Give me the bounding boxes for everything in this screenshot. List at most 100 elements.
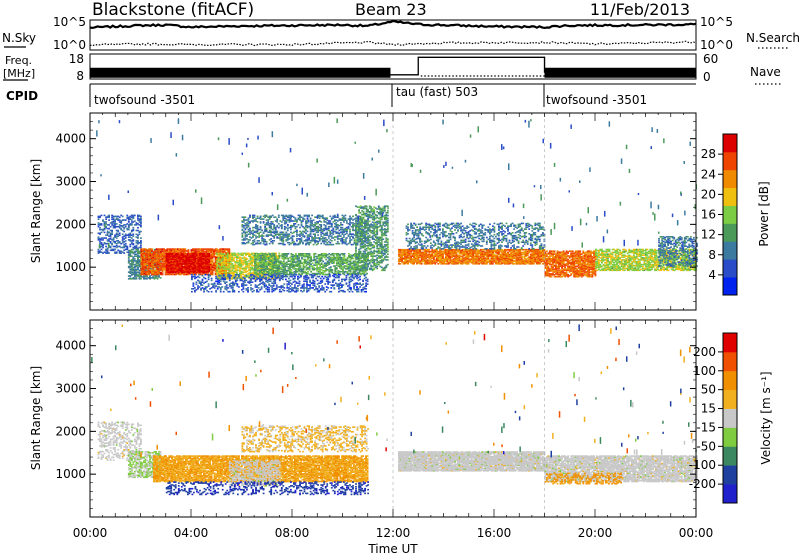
- data-cell: [299, 253, 302, 255]
- data-cell: [160, 255, 162, 258]
- data-cell: [309, 226, 312, 229]
- data-cell: [208, 253, 210, 256]
- data-cell: [331, 271, 334, 274]
- data-cell: [135, 236, 138, 238]
- data-cell: [254, 271, 256, 274]
- data-cell: [266, 270, 268, 273]
- data-cell: [282, 266, 285, 268]
- data-cell: [157, 248, 159, 250]
- data-cell: [112, 249, 115, 252]
- data-cell: [290, 260, 293, 263]
- data-cell: [111, 229, 113, 232]
- data-cell: [133, 253, 136, 256]
- data-cell: [328, 255, 331, 258]
- data-cell: [321, 214, 324, 217]
- data-cell: [194, 269, 197, 272]
- data-cell: [261, 266, 264, 268]
- data-cell: [258, 253, 261, 255]
- data-cell: [161, 255, 164, 258]
- data-cell: [106, 242, 109, 245]
- data-cell: [322, 265, 325, 267]
- data-cell: [137, 214, 139, 217]
- data-cell: [261, 269, 264, 271]
- data-cell: [251, 262, 253, 265]
- data-cell: [188, 261, 191, 263]
- data-cell: [256, 215, 259, 218]
- data-cell: [266, 268, 268, 270]
- data-cell: [220, 267, 223, 269]
- data-cell: [129, 250, 132, 253]
- data-cell: [349, 273, 352, 276]
- data-cell: [127, 220, 130, 222]
- data-cell: [106, 215, 109, 218]
- data-cell: [176, 262, 179, 264]
- data-cell: [132, 248, 135, 251]
- data-cell: [272, 267, 275, 269]
- data-cell: [273, 257, 276, 260]
- data-cell: [199, 252, 201, 255]
- data-cell: [117, 245, 120, 248]
- data-cell: [206, 268, 209, 271]
- data-cell: [339, 258, 341, 261]
- data-cell: [164, 262, 167, 264]
- data-cell: [298, 254, 300, 257]
- data-cell: [337, 254, 340, 257]
- data-cell: [168, 254, 171, 257]
- data-cell: [217, 251, 220, 253]
- data-cell: [263, 266, 265, 268]
- data-cell: [146, 256, 149, 259]
- data-cell: [165, 259, 168, 261]
- data-cell: [245, 268, 247, 271]
- data-cell: [182, 254, 185, 257]
- data-cell: [289, 265, 291, 267]
- data-cell: [329, 241, 332, 244]
- data-cell: [264, 261, 267, 264]
- data-cell: [206, 255, 209, 258]
- data-cell: [231, 254, 234, 257]
- data-cell: [287, 259, 290, 262]
- data-cell: [337, 256, 340, 259]
- data-cell: [205, 267, 207, 270]
- data-cell: [293, 257, 296, 260]
- data-cell: [100, 239, 103, 241]
- data-cell: [290, 262, 293, 264]
- data-cell: [352, 262, 355, 264]
- data-cell: [102, 243, 104, 246]
- data-cell: [257, 270, 259, 272]
- data-cell: [239, 261, 241, 263]
- data-cell: [272, 266, 275, 268]
- data-cell: [180, 256, 183, 259]
- data-cell: [140, 218, 142, 220]
- data-cell: [164, 267, 167, 269]
- data-cell: [219, 249, 222, 251]
- data-cell: [286, 229, 289, 232]
- data-cell: [281, 254, 284, 256]
- data-cell: [143, 257, 146, 260]
- data-cell: [179, 261, 182, 263]
- data-cell: [173, 251, 176, 253]
- data-cell: [279, 254, 282, 257]
- data-cell: [326, 231, 329, 234]
- data-cell: [303, 218, 306, 220]
- data-cell: [164, 271, 167, 274]
- data-cell: [154, 257, 156, 260]
- data-cell: [127, 234, 130, 236]
- data-cell: [297, 224, 300, 226]
- data-cell: [363, 270, 365, 272]
- data-cell: [152, 252, 155, 254]
- data-cell: [332, 260, 335, 263]
- data-cell: [132, 228, 135, 231]
- data-cell: [145, 267, 147, 269]
- data-cell: [167, 265, 170, 268]
- data-cell: [199, 248, 202, 250]
- data-cell: [328, 262, 331, 264]
- data-cell: [196, 250, 199, 252]
- data-cell: [129, 268, 132, 271]
- data-cell: [111, 224, 113, 226]
- data-cell: [117, 218, 120, 220]
- data-cell: [138, 233, 141, 236]
- data-cell: [152, 262, 155, 264]
- data-cell: [137, 236, 139, 238]
- data-cell: [196, 270, 198, 273]
- data-cell: [199, 251, 202, 253]
